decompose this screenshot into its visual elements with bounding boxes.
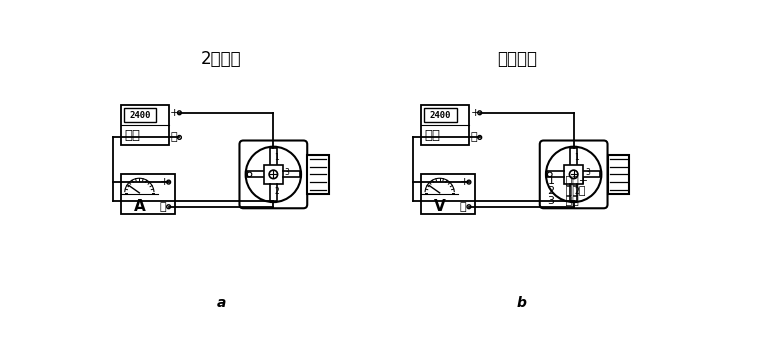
Text: －: －: [170, 132, 177, 142]
Text: 1: 1: [574, 153, 579, 162]
Text: +: +: [470, 108, 480, 118]
Text: 2   电源－: 2 电源－: [548, 185, 586, 195]
Text: 2400: 2400: [130, 111, 151, 120]
Bar: [124, 108, 156, 122]
Circle shape: [177, 111, 181, 115]
Text: 1: 1: [274, 153, 279, 162]
Circle shape: [467, 205, 471, 209]
Text: V: V: [434, 199, 446, 214]
FancyBboxPatch shape: [239, 141, 308, 208]
Bar: [121, 174, 175, 214]
Circle shape: [247, 172, 252, 177]
Bar: [565, 165, 583, 184]
Bar: [421, 105, 469, 145]
Text: 3: 3: [285, 168, 290, 177]
Text: 3: 3: [585, 168, 590, 177]
Text: +: +: [170, 108, 179, 118]
Circle shape: [569, 170, 578, 179]
Circle shape: [478, 136, 482, 139]
Text: 1   电源+: 1 电源+: [548, 175, 588, 185]
Bar: [121, 105, 169, 145]
Circle shape: [546, 147, 601, 202]
Circle shape: [269, 170, 278, 179]
Bar: [421, 174, 475, 214]
Text: b: b: [516, 296, 526, 310]
Text: －: －: [459, 202, 466, 212]
Bar: [308, 155, 329, 194]
Circle shape: [548, 172, 552, 177]
Text: 电源: 电源: [124, 129, 140, 142]
Text: 电压输出: 电压输出: [498, 50, 538, 68]
Circle shape: [166, 205, 170, 209]
Circle shape: [166, 180, 170, 184]
Text: a: a: [216, 296, 225, 310]
Text: 2线电流: 2线电流: [201, 50, 242, 68]
Text: 3   输出: 3 输出: [548, 195, 579, 205]
Text: －: －: [160, 202, 166, 212]
Text: 2: 2: [574, 187, 579, 196]
Text: +: +: [160, 177, 169, 187]
FancyBboxPatch shape: [540, 141, 607, 208]
Circle shape: [478, 111, 482, 115]
Text: 2: 2: [274, 187, 279, 196]
Text: 电源: 电源: [424, 129, 440, 142]
Text: A: A: [133, 199, 145, 214]
Bar: [607, 155, 629, 194]
Circle shape: [245, 147, 301, 202]
Circle shape: [467, 180, 471, 184]
Text: －: －: [470, 132, 477, 142]
Circle shape: [177, 136, 181, 139]
Text: +: +: [459, 177, 469, 187]
Text: 2400: 2400: [430, 111, 451, 120]
Bar: [424, 108, 456, 122]
Bar: [264, 165, 282, 184]
